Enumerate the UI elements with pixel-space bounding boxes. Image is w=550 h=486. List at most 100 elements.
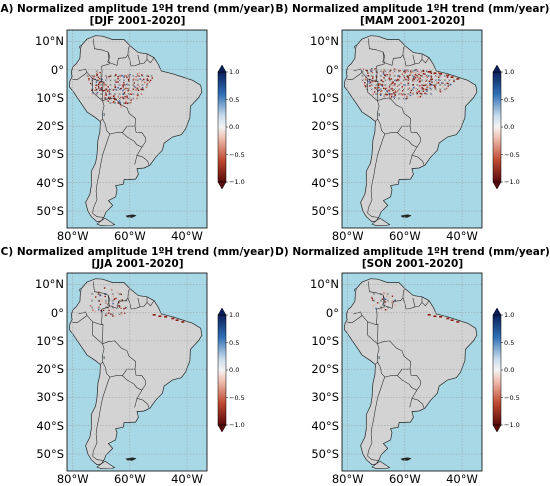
colorbar-tick-label: 0.5 xyxy=(229,95,240,104)
coastal-trend-pixels xyxy=(427,314,460,323)
colorbar-max-arrow xyxy=(492,307,502,316)
tierra-del-fuego xyxy=(96,218,116,227)
lat-tick-label: 10°S xyxy=(36,333,64,348)
lat-tick-label: 50°S xyxy=(311,447,339,462)
lon-tick-label: 40°W xyxy=(446,229,478,243)
colorbar-min-arrow xyxy=(217,424,227,433)
gridlines xyxy=(342,273,482,471)
lake-titicaca xyxy=(376,113,380,117)
lon-tick-label: 80°W xyxy=(331,472,364,486)
colorbar-tick-label: 0.5 xyxy=(229,338,240,347)
lon-tick-label: 40°W xyxy=(171,229,203,243)
panel-title: D) Normalized amplitude 1ºH trend (mm/ye… xyxy=(275,246,550,258)
map-canvas xyxy=(341,272,503,472)
map-frame xyxy=(341,272,483,472)
colorbar xyxy=(217,64,228,190)
map-panel-b: B) Normalized amplitude 1ºH trend (mm/ye… xyxy=(275,0,550,243)
colorbar-max-arrow xyxy=(217,64,227,73)
map-canvas xyxy=(66,272,228,472)
lat-tick-label: 40°S xyxy=(36,175,64,190)
lat-tick-label: 40°S xyxy=(311,418,339,433)
lon-tick-label: 80°W xyxy=(331,229,364,243)
tierra-del-fuego xyxy=(371,218,391,227)
falkland-islands xyxy=(125,457,137,461)
colorbar-tick-label: −1.0 xyxy=(229,421,245,429)
map-frame xyxy=(341,29,483,229)
colorbar-tick-label: 0.0 xyxy=(504,123,515,131)
lat-tick-label: 20°S xyxy=(36,119,64,134)
lat-tick-label: 50°S xyxy=(36,447,64,462)
colorbar-tick-label: −1.0 xyxy=(504,178,520,186)
tierra-del-fuego xyxy=(96,461,116,470)
lat-tick-label: 0° xyxy=(325,305,339,320)
significance-hatching xyxy=(372,292,396,309)
map-panel-a: A) Normalized amplitude 1ºH trend (mm/ye… xyxy=(0,0,275,243)
lat-tick-label: 30°S xyxy=(36,147,64,162)
lon-tick-label: 60°W xyxy=(388,472,421,486)
lat-tick-label: 10°N xyxy=(310,277,339,292)
lon-tick-label: 40°W xyxy=(446,472,478,486)
colorbar-min-arrow xyxy=(217,181,227,190)
colorbar-max-arrow xyxy=(492,64,502,73)
country-borders xyxy=(72,38,155,218)
lon-tick-label: 80°W xyxy=(56,229,89,243)
lon-tick-label: 60°W xyxy=(113,472,146,486)
map-canvas xyxy=(341,29,503,229)
gridlines xyxy=(342,30,482,228)
lat-tick-label: 10°N xyxy=(310,34,339,49)
colorbar-tick-label: −0.5 xyxy=(504,393,520,402)
lat-tick-label: 20°S xyxy=(311,119,339,134)
lat-tick-label: 50°S xyxy=(311,204,339,219)
lake-titicaca xyxy=(376,356,380,360)
lat-tick-label: 40°S xyxy=(311,175,339,190)
panel-title: B) Normalized amplitude 1ºH trend (mm/ye… xyxy=(275,3,550,15)
map-frame xyxy=(66,29,208,229)
colorbar-max-arrow xyxy=(217,307,227,316)
colorbar-tick-label: 1.0 xyxy=(504,311,515,319)
map-canvas xyxy=(66,29,228,229)
gridlines xyxy=(67,30,207,228)
lat-tick-label: 30°S xyxy=(311,147,339,162)
colorbar-tick-label: −1.0 xyxy=(504,421,520,429)
colorbar-tick-label: −0.5 xyxy=(504,150,520,159)
lat-tick-label: 10°N xyxy=(35,277,64,292)
lon-tick-label: 60°W xyxy=(388,229,421,243)
colorbar-tick-label: 0.5 xyxy=(504,338,515,347)
coastal-trend-pixels xyxy=(427,71,460,80)
map-panel-c: C) Normalized amplitude 1ºH trend (mm/ye… xyxy=(0,243,275,486)
colorbar-tick-label: −0.5 xyxy=(229,393,245,402)
colorbar-tick-label: 0.5 xyxy=(504,95,515,104)
lat-tick-label: 30°S xyxy=(311,390,339,405)
colorbar-tick-label: 0.0 xyxy=(504,366,515,374)
panel-title: A) Normalized amplitude 1ºH trend (mm/ye… xyxy=(0,3,275,15)
panel-subtitle: [SON 2001-2020] xyxy=(361,258,464,270)
falkland-islands xyxy=(400,457,412,461)
lat-tick-label: 0° xyxy=(50,62,64,77)
colorbar-tick-label: 1.0 xyxy=(504,68,515,76)
lake-titicaca xyxy=(101,356,105,360)
coastal-trend-pixels xyxy=(152,314,185,323)
country-borders xyxy=(347,38,430,218)
colorbar-min-arrow xyxy=(492,181,502,190)
lat-tick-label: 20°S xyxy=(36,362,64,377)
colorbar-tick-label: 0.0 xyxy=(229,366,240,374)
falkland-islands xyxy=(400,214,412,218)
colorbar-tick-label: 0.0 xyxy=(229,123,240,131)
panel-subtitle: [JJA 2001-2020] xyxy=(91,258,184,270)
lat-tick-label: 20°S xyxy=(311,362,339,377)
tierra-del-fuego xyxy=(371,461,391,470)
lat-tick-label: 10°S xyxy=(311,333,339,348)
falkland-islands xyxy=(125,214,137,218)
lat-tick-label: 10°S xyxy=(36,90,64,105)
colorbar xyxy=(492,307,503,433)
lon-tick-label: 40°W xyxy=(171,472,203,486)
colorbar-tick-label: 1.0 xyxy=(229,311,240,319)
colorbar-tick-label: −1.0 xyxy=(229,178,245,186)
panel-subtitle: [MAM 2001-2020] xyxy=(359,15,466,27)
colorbar xyxy=(217,307,228,433)
map-panel-d: D) Normalized amplitude 1ºH trend (mm/ye… xyxy=(275,243,550,486)
lat-tick-label: 40°S xyxy=(36,418,64,433)
lat-tick-label: 0° xyxy=(325,62,339,77)
lat-tick-label: 30°S xyxy=(36,390,64,405)
country-borders xyxy=(72,281,155,461)
